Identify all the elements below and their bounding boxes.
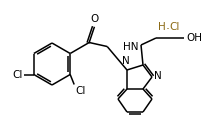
Text: Cl: Cl: [12, 70, 23, 79]
Text: N: N: [122, 56, 130, 66]
Text: O: O: [90, 13, 98, 23]
Text: Cl: Cl: [75, 86, 86, 95]
Text: N: N: [154, 71, 162, 81]
Text: H: H: [158, 22, 166, 32]
Text: OH: OH: [186, 33, 202, 43]
Text: HN: HN: [122, 42, 138, 52]
Text: Cl: Cl: [169, 22, 179, 32]
Text: ·: ·: [166, 23, 170, 37]
